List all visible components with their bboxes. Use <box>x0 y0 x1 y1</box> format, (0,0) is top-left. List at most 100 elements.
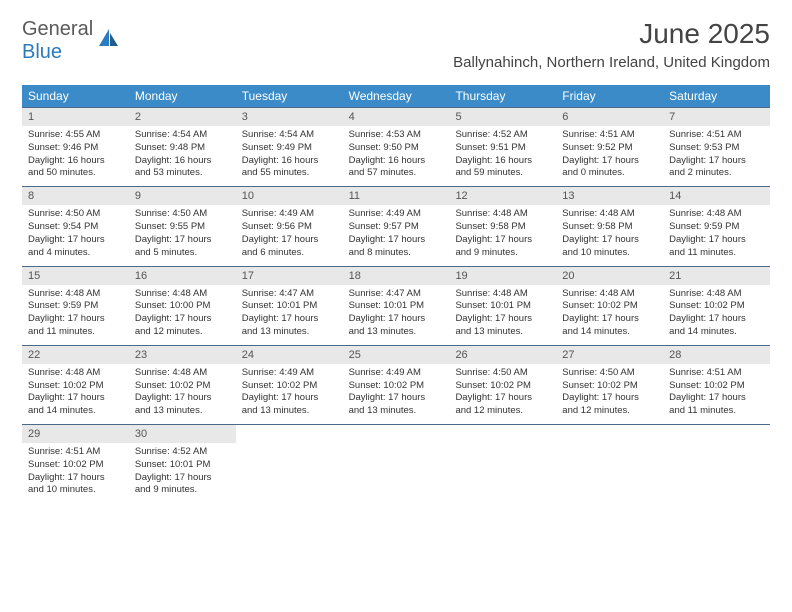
daylight-line2: and 4 minutes. <box>28 247 123 260</box>
day-body: Sunrise: 4:48 AMSunset: 10:02 PMDaylight… <box>129 364 236 424</box>
daylight-line1: Daylight: 17 hours <box>242 234 337 247</box>
logo-text: General Blue <box>22 18 93 64</box>
day-cell: 19Sunrise: 4:48 AMSunset: 10:01 PMDaylig… <box>449 267 556 345</box>
sunrise-text: Sunrise: 4:54 AM <box>135 129 230 142</box>
daylight-line1: Daylight: 17 hours <box>669 155 764 168</box>
day-cell: 30Sunrise: 4:52 AMSunset: 10:01 PMDaylig… <box>129 425 236 503</box>
day-cell: 6Sunrise: 4:51 AMSunset: 9:52 PMDaylight… <box>556 108 663 186</box>
location-text: Ballynahinch, Northern Ireland, United K… <box>453 54 770 71</box>
day-cell: 13Sunrise: 4:48 AMSunset: 9:58 PMDayligh… <box>556 187 663 265</box>
day-body: Sunrise: 4:54 AMSunset: 9:49 PMDaylight:… <box>236 126 343 186</box>
day-number: 7 <box>663 108 770 126</box>
sunset-text: Sunset: 9:54 PM <box>28 221 123 234</box>
sunset-text: Sunset: 10:02 PM <box>455 380 550 393</box>
calendar-page: General Blue June 2025 Ballynahinch, Nor… <box>0 0 792 521</box>
day-body: Sunrise: 4:50 AMSunset: 9:54 PMDaylight:… <box>22 205 129 265</box>
sunrise-text: Sunrise: 4:47 AM <box>242 288 337 301</box>
sunset-text: Sunset: 10:01 PM <box>455 300 550 313</box>
daylight-line1: Daylight: 17 hours <box>28 234 123 247</box>
day-cell: 3Sunrise: 4:54 AMSunset: 9:49 PMDaylight… <box>236 108 343 186</box>
day-cell: 11Sunrise: 4:49 AMSunset: 9:57 PMDayligh… <box>343 187 450 265</box>
daylight-line2: and 8 minutes. <box>349 247 444 260</box>
daylight-line2: and 11 minutes. <box>28 326 123 339</box>
day-number: 25 <box>343 346 450 364</box>
day-cell: 21Sunrise: 4:48 AMSunset: 10:02 PMDaylig… <box>663 267 770 345</box>
day-number: 19 <box>449 267 556 285</box>
day-number: 6 <box>556 108 663 126</box>
day-number: 24 <box>236 346 343 364</box>
sunset-text: Sunset: 10:02 PM <box>135 380 230 393</box>
dow-friday: Friday <box>556 85 663 107</box>
page-title: June 2025 <box>453 18 770 50</box>
sunrise-text: Sunrise: 4:48 AM <box>669 288 764 301</box>
dow-saturday: Saturday <box>663 85 770 107</box>
day-cell: 8Sunrise: 4:50 AMSunset: 9:54 PMDaylight… <box>22 187 129 265</box>
day-cell: .. <box>556 425 663 503</box>
day-cell: 22Sunrise: 4:48 AMSunset: 10:02 PMDaylig… <box>22 346 129 424</box>
sunrise-text: Sunrise: 4:48 AM <box>28 288 123 301</box>
day-cell: .. <box>449 425 556 503</box>
daylight-line2: and 12 minutes. <box>562 405 657 418</box>
day-cell: .. <box>236 425 343 503</box>
sunrise-text: Sunrise: 4:53 AM <box>349 129 444 142</box>
daylight-line1: Daylight: 17 hours <box>28 472 123 485</box>
sunset-text: Sunset: 9:52 PM <box>562 142 657 155</box>
title-block: June 2025 Ballynahinch, Northern Ireland… <box>453 18 770 81</box>
daylight-line2: and 2 minutes. <box>669 167 764 180</box>
day-body: Sunrise: 4:50 AMSunset: 10:02 PMDaylight… <box>556 364 663 424</box>
daylight-line2: and 11 minutes. <box>669 405 764 418</box>
sunrise-text: Sunrise: 4:51 AM <box>28 446 123 459</box>
day-body: Sunrise: 4:48 AMSunset: 10:02 PMDaylight… <box>22 364 129 424</box>
sunrise-text: Sunrise: 4:55 AM <box>28 129 123 142</box>
day-body: Sunrise: 4:51 AMSunset: 9:53 PMDaylight:… <box>663 126 770 186</box>
day-number: 27 <box>556 346 663 364</box>
day-cell: 2Sunrise: 4:54 AMSunset: 9:48 PMDaylight… <box>129 108 236 186</box>
day-body: Sunrise: 4:48 AMSunset: 10:00 PMDaylight… <box>129 285 236 345</box>
calendar-grid: SundayMondayTuesdayWednesdayThursdayFrid… <box>22 85 770 503</box>
sunrise-text: Sunrise: 4:50 AM <box>135 208 230 221</box>
daylight-line1: Daylight: 17 hours <box>455 392 550 405</box>
sunrise-text: Sunrise: 4:49 AM <box>242 367 337 380</box>
sunrise-text: Sunrise: 4:54 AM <box>242 129 337 142</box>
day-number: 29 <box>22 425 129 443</box>
daylight-line2: and 12 minutes. <box>455 405 550 418</box>
day-body: Sunrise: 4:55 AMSunset: 9:46 PMDaylight:… <box>22 126 129 186</box>
daylight-line1: Daylight: 16 hours <box>28 155 123 168</box>
day-body: Sunrise: 4:51 AMSunset: 10:02 PMDaylight… <box>663 364 770 424</box>
day-cell: 1Sunrise: 4:55 AMSunset: 9:46 PMDaylight… <box>22 108 129 186</box>
day-number: 9 <box>129 187 236 205</box>
daylight-line1: Daylight: 16 hours <box>349 155 444 168</box>
logo-word-2: Blue <box>22 41 62 63</box>
daylight-line2: and 13 minutes. <box>135 405 230 418</box>
daylight-line2: and 10 minutes. <box>28 484 123 497</box>
day-cell: 14Sunrise: 4:48 AMSunset: 9:59 PMDayligh… <box>663 187 770 265</box>
daylight-line1: Daylight: 17 hours <box>669 313 764 326</box>
day-number: 14 <box>663 187 770 205</box>
sunrise-text: Sunrise: 4:52 AM <box>455 129 550 142</box>
week-row: 22Sunrise: 4:48 AMSunset: 10:02 PMDaylig… <box>22 345 770 424</box>
day-body: Sunrise: 4:47 AMSunset: 10:01 PMDaylight… <box>236 285 343 345</box>
day-number: 12 <box>449 187 556 205</box>
day-cell: 5Sunrise: 4:52 AMSunset: 9:51 PMDaylight… <box>449 108 556 186</box>
daylight-line2: and 5 minutes. <box>135 247 230 260</box>
day-body: Sunrise: 4:52 AMSunset: 9:51 PMDaylight:… <box>449 126 556 186</box>
week-row: 15Sunrise: 4:48 AMSunset: 9:59 PMDayligh… <box>22 266 770 345</box>
day-of-week-header: SundayMondayTuesdayWednesdayThursdayFrid… <box>22 85 770 107</box>
daylight-line1: Daylight: 17 hours <box>455 313 550 326</box>
daylight-line1: Daylight: 17 hours <box>28 392 123 405</box>
day-number: 26 <box>449 346 556 364</box>
day-cell: 9Sunrise: 4:50 AMSunset: 9:55 PMDaylight… <box>129 187 236 265</box>
daylight-line1: Daylight: 17 hours <box>135 313 230 326</box>
day-body: Sunrise: 4:53 AMSunset: 9:50 PMDaylight:… <box>343 126 450 186</box>
daylight-line1: Daylight: 16 hours <box>135 155 230 168</box>
day-cell: 24Sunrise: 4:49 AMSunset: 10:02 PMDaylig… <box>236 346 343 424</box>
sunset-text: Sunset: 10:02 PM <box>669 300 764 313</box>
sunset-text: Sunset: 9:51 PM <box>455 142 550 155</box>
daylight-line2: and 13 minutes. <box>349 405 444 418</box>
day-number: 1 <box>22 108 129 126</box>
daylight-line2: and 59 minutes. <box>455 167 550 180</box>
sunrise-text: Sunrise: 4:48 AM <box>135 288 230 301</box>
daylight-line2: and 6 minutes. <box>242 247 337 260</box>
daylight-line2: and 13 minutes. <box>242 326 337 339</box>
day-body: Sunrise: 4:49 AMSunset: 10:02 PMDaylight… <box>236 364 343 424</box>
